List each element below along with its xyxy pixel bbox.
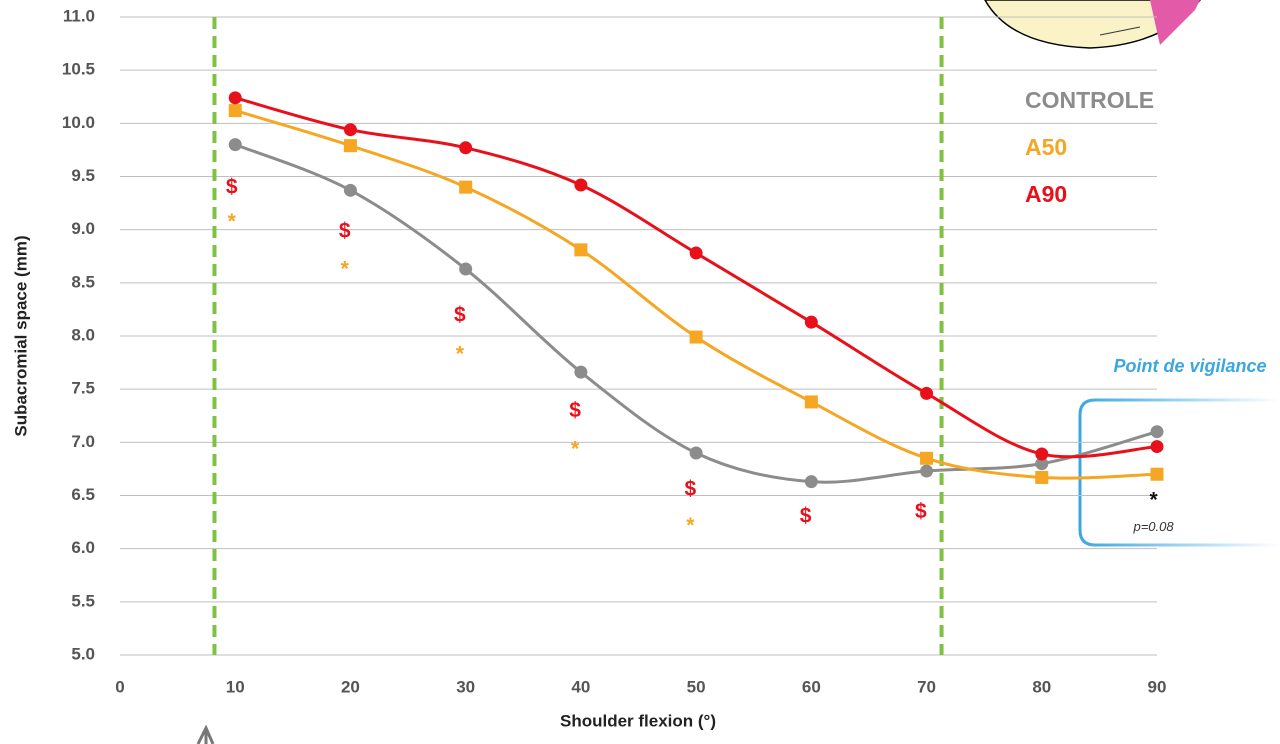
marker (804, 475, 818, 489)
x-tick-label: 0 (115, 677, 124, 696)
annotation: $ (339, 219, 351, 242)
y-tick-label: 5.5 (71, 591, 95, 610)
marker (343, 139, 357, 153)
marker (1150, 467, 1164, 481)
x-tick-label: 40 (571, 677, 590, 696)
marker (1035, 447, 1049, 461)
annotation: * (1149, 488, 1158, 511)
x-tick-label: 10 (226, 677, 245, 696)
marker (920, 464, 934, 478)
y-tick-label: 9.0 (71, 219, 95, 238)
y-tick-label: 10.5 (62, 60, 95, 79)
x-tick-label: 90 (1148, 677, 1167, 696)
y-tick-label: 8.5 (71, 272, 95, 291)
annotation: * (228, 210, 237, 233)
annotation: * (456, 343, 465, 366)
arrow-icon (196, 724, 215, 744)
y-tick-label: 5.0 (71, 644, 95, 663)
marker (689, 330, 703, 344)
annotation: * (571, 437, 580, 460)
callout: Point de vigilance (1113, 356, 1266, 376)
legend-entry: A50 (1025, 134, 1067, 160)
marker (1150, 440, 1164, 454)
x-tick-label: 80 (1032, 677, 1051, 696)
marker (574, 178, 588, 192)
marker (459, 262, 473, 276)
marker (343, 123, 357, 137)
marker (228, 91, 242, 105)
y-tick-label: 11.0 (63, 6, 95, 25)
y-tick-label: 9.5 (71, 166, 95, 185)
legend-entry: CONTROLE (1025, 87, 1154, 113)
y-tick-label: 8.0 (71, 325, 95, 344)
annotation: * (341, 258, 350, 281)
x-tick-label: 60 (802, 677, 821, 696)
x-axis-title: Shoulder flexion (°) (560, 711, 716, 730)
series-line (234, 143, 1158, 484)
annotation: $ (226, 176, 238, 199)
annotation: $ (569, 399, 581, 422)
vigilance-bracket (1078, 398, 1280, 547)
marker (1035, 457, 1049, 471)
annotation: $ (915, 500, 927, 523)
marker (228, 138, 242, 152)
legend-entry: A90 (1025, 181, 1067, 207)
marker (574, 365, 588, 379)
marker (689, 246, 703, 260)
annotation: $ (454, 303, 466, 326)
y-tick-label: 7.0 (71, 432, 95, 451)
x-tick-label: 70 (917, 677, 936, 696)
annotation: p=0.08 (1132, 519, 1174, 534)
series-line (234, 109, 1158, 480)
marker (920, 451, 934, 465)
x-tick-label: 20 (341, 677, 360, 696)
annotation: $ (800, 504, 812, 527)
marker (228, 104, 242, 118)
y-axis-title: Subacromial space (mm) (11, 235, 30, 436)
y-tick-label: 6.0 (71, 538, 95, 557)
annotation: * (686, 514, 695, 537)
marker (689, 446, 703, 460)
marker (804, 315, 818, 329)
annotation: $ (685, 478, 697, 501)
inset-image (984, 0, 1201, 49)
y-tick-label: 6.5 (71, 485, 95, 504)
marker (920, 386, 934, 400)
marker (459, 141, 473, 155)
y-tick-label: 7.5 (71, 379, 95, 398)
marker (1035, 470, 1049, 484)
x-tick-label: 50 (687, 677, 706, 696)
marker (574, 243, 588, 257)
x-tick-label: 30 (456, 677, 475, 696)
y-tick-label: 10.0 (62, 113, 95, 132)
marker (459, 180, 473, 194)
marker (1150, 425, 1164, 439)
marker (343, 183, 357, 197)
marker (804, 395, 818, 409)
